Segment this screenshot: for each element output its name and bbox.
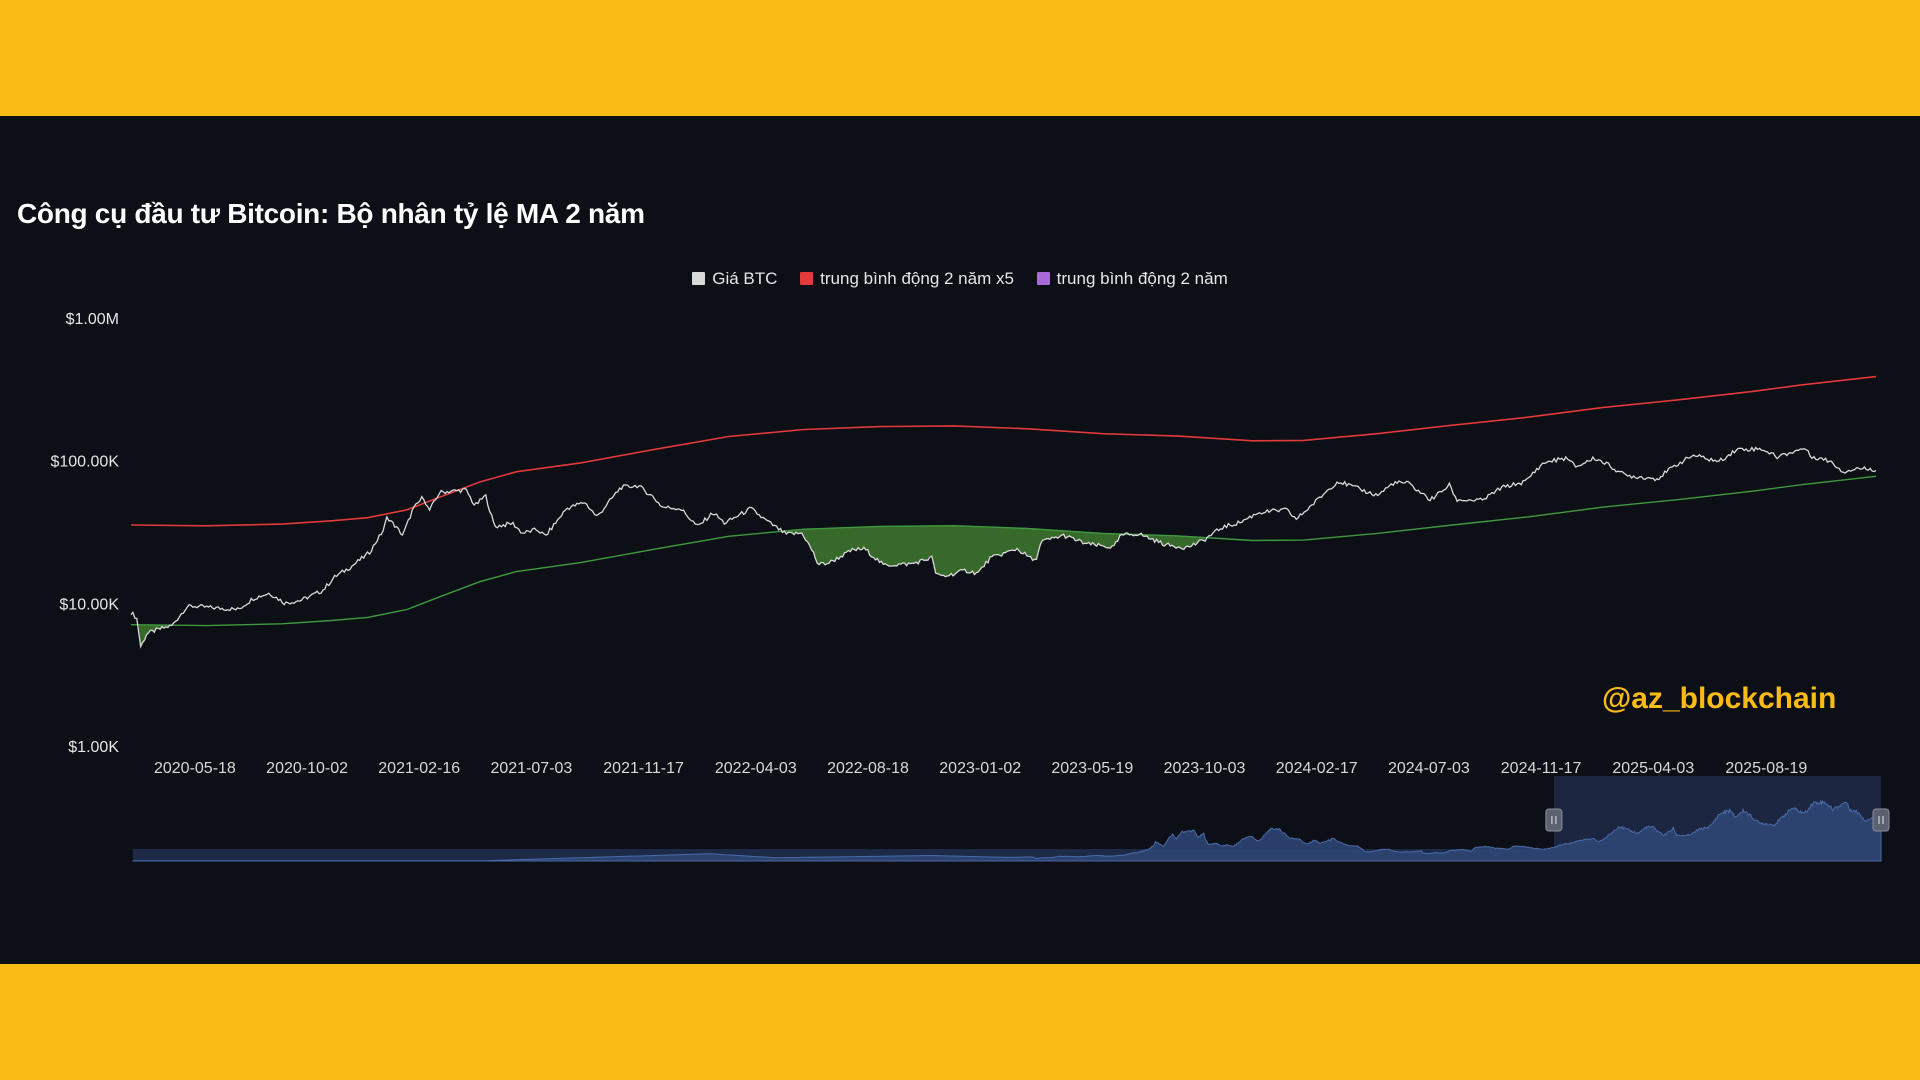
legend-item-ma2y[interactable]: trung bình động 2 năm	[1036, 269, 1228, 289]
x-tick-label: 2021-07-03	[490, 760, 572, 777]
y-tick-label: $1.00K	[68, 739, 119, 756]
y-tick-label: $10.00K	[59, 596, 119, 613]
undervalued-zone-fill	[138, 624, 168, 647]
x-tick-label: 2024-11-17	[1501, 760, 1582, 777]
ma2y-line	[130, 475, 1877, 627]
y-tick-label: $100.00K	[50, 454, 119, 471]
x-tick-label: 2022-08-18	[827, 760, 909, 777]
y-tick-label: $1.00M	[66, 311, 119, 328]
navigator-handle[interactable]	[1872, 808, 1890, 832]
x-tick-label: 2024-02-17	[1276, 760, 1358, 777]
x-tick-label: 2024-07-03	[1388, 760, 1470, 777]
chart-panel: Công cụ đầu tư Bitcoin: Bộ nhân tỷ lệ MA…	[0, 116, 1920, 964]
legend-swatch-ma2y	[1036, 272, 1050, 285]
undervalued-zone-fill	[786, 525, 1124, 577]
legend-label-btc: Giá BTC	[712, 269, 778, 288]
navigator-area	[132, 799, 1882, 862]
chart-plot: $1.00M $100.00K $10.00K $1.00K 2020-05-18 202…	[50, 311, 1890, 862]
legend-swatch-ma2y-x5	[800, 272, 814, 285]
x-tick-label: 2025-04-03	[1612, 760, 1694, 777]
watermark: @az_blockchain	[1602, 682, 1837, 715]
x-tick-label: 2025-08-19	[1725, 760, 1807, 777]
x-tick-label: 2021-02-16	[378, 760, 460, 777]
legend-item-btc-price[interactable]: Giá BTC	[692, 269, 777, 289]
x-tick-label: 2023-05-19	[1051, 760, 1133, 777]
legend-label-ma2y-x5: trung bình động 2 năm x5	[820, 269, 1014, 288]
navigator-handle[interactable]	[1545, 808, 1563, 832]
legend-swatch-btc	[692, 272, 706, 285]
x-tick-label: 2020-10-02	[266, 760, 348, 777]
ma2y-x5-line	[130, 375, 1877, 527]
x-tick-label: 2023-10-03	[1164, 760, 1246, 777]
legend-item-ma2y-x5[interactable]: trung bình động 2 năm x5	[800, 269, 1014, 289]
legend-label-ma2y: trung bình động 2 năm	[1056, 269, 1228, 288]
x-tick-label: 2021-11-17	[603, 760, 684, 777]
x-tick-label: 2022-04-03	[715, 760, 797, 777]
btc-price-line	[130, 446, 1877, 649]
x-tick-label: 2020-05-18	[154, 760, 236, 777]
undervalued-zone-fill	[1143, 534, 1206, 550]
chart-title: Công cụ đầu tư Bitcoin: Bộ nhân tỷ lệ MA…	[17, 198, 645, 229]
x-tick-label: 2023-01-02	[939, 760, 1021, 777]
chart-legend: Giá BTC trung bình động 2 năm x5 trung b…	[0, 269, 1920, 289]
